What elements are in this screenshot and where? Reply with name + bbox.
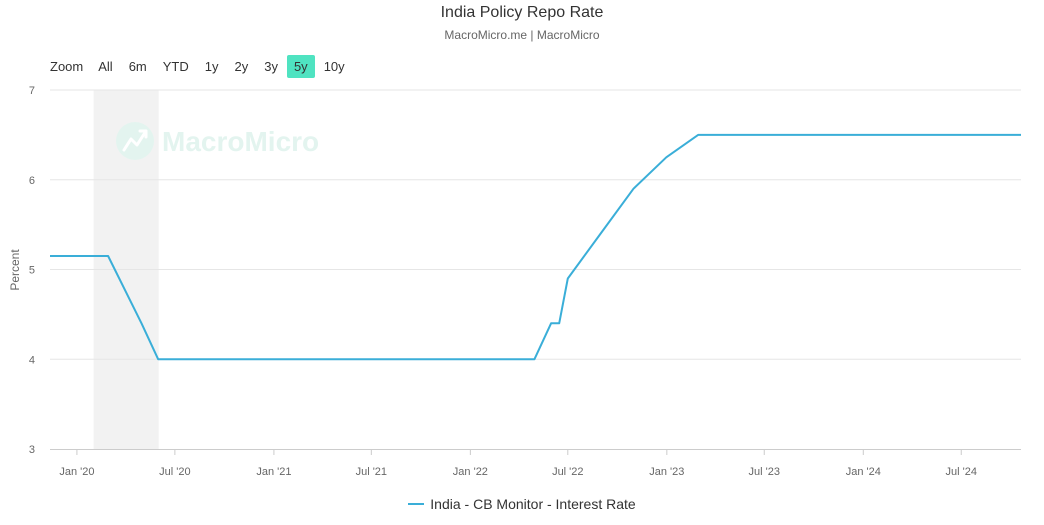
zoom-1y-button[interactable]: 1y: [204, 59, 219, 74]
zoom-all-button[interactable]: All: [98, 59, 113, 74]
y-tick-label: 7: [29, 85, 35, 97]
x-tick-label: Jul '20: [159, 466, 190, 478]
zoom-2y-button[interactable]: 2y: [234, 59, 249, 74]
y-tick-label: 4: [29, 354, 35, 366]
legend-label[interactable]: India - CB Monitor - Interest Rate: [430, 496, 636, 512]
legend-swatch: [408, 503, 425, 505]
x-tick-label: Jan '20: [59, 466, 94, 478]
macromicro-logo-icon: [116, 122, 154, 160]
zoom-10y-button[interactable]: 10y: [323, 59, 345, 74]
y-axis-label: Percent: [8, 249, 22, 291]
zoom-ytd-button[interactable]: YTD: [162, 59, 189, 74]
x-tick-label: Jul '22: [552, 466, 583, 478]
x-tick-label: Jul '23: [749, 466, 780, 478]
x-tick-label: Jan '22: [453, 466, 488, 478]
zoom-label: Zoom: [50, 59, 84, 74]
zoom-3y-button[interactable]: 3y: [264, 59, 278, 74]
y-tick-label: 5: [29, 265, 35, 277]
x-tick-label: Jan '21: [256, 466, 291, 478]
watermark: MacroMicro: [116, 122, 319, 160]
zoom-6m-button[interactable]: 6m: [128, 59, 147, 74]
x-tick-label: Jul '21: [356, 466, 387, 478]
chart-title: India Policy Repo Rate: [440, 4, 604, 21]
y-tick-label: 3: [29, 444, 35, 456]
chart-subtitle: MacroMicro.me | MacroMicro: [444, 28, 600, 42]
zoom-5y-button[interactable]: 5y: [286, 55, 315, 78]
zoom-bar: Zoom All 6m YTD 1y 2y 3y 5y 10y: [48, 55, 354, 78]
series-line: [50, 133, 1021, 361]
watermark-text: MacroMicro: [162, 126, 319, 157]
legend[interactable]: India - CB Monitor - Interest Rate: [0, 496, 1044, 512]
x-tick-label: Jan '23: [649, 466, 684, 478]
y-tick-label: 6: [29, 175, 35, 187]
x-tick-label: Jul '24: [946, 466, 977, 478]
x-tick-label: Jan '24: [846, 466, 881, 478]
